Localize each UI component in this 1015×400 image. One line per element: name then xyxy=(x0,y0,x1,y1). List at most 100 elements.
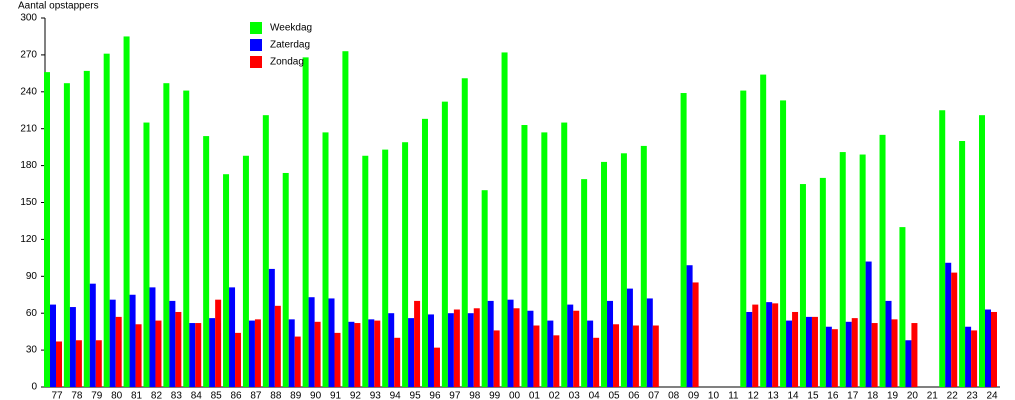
bar xyxy=(262,115,269,388)
x-tick-label: 13 xyxy=(768,391,780,400)
bar xyxy=(805,316,812,387)
x-tick-label: 00 xyxy=(509,391,521,400)
x-tick-label: 80 xyxy=(111,391,123,400)
bar xyxy=(939,110,946,387)
bar xyxy=(839,152,846,387)
x-tick-label: 84 xyxy=(191,391,203,400)
bar xyxy=(851,318,858,387)
x-tick-label: 02 xyxy=(549,391,561,400)
bar xyxy=(971,330,978,387)
bar xyxy=(433,347,440,387)
bar xyxy=(427,314,434,387)
y-tick-label: 240 xyxy=(20,86,37,97)
bar xyxy=(143,122,150,388)
legend-swatch xyxy=(250,56,262,68)
x-tick-label: 10 xyxy=(708,391,720,400)
bar xyxy=(760,74,767,387)
bar xyxy=(123,36,130,387)
x-tick-label: 08 xyxy=(668,391,680,400)
bar xyxy=(129,294,136,387)
bar xyxy=(686,265,693,387)
bar xyxy=(322,132,329,387)
x-tick-label: 18 xyxy=(867,391,879,400)
x-tick-label: 77 xyxy=(51,391,63,400)
bar xyxy=(991,311,997,387)
bar xyxy=(402,142,409,387)
bar xyxy=(593,337,600,387)
bar xyxy=(175,311,182,387)
bar xyxy=(421,118,428,388)
bar xyxy=(229,287,236,387)
x-tick-label: 79 xyxy=(91,391,103,400)
bar xyxy=(680,93,687,387)
bar xyxy=(163,83,170,387)
bar xyxy=(354,323,361,387)
x-tick-label: 85 xyxy=(211,391,223,400)
x-tick-label: 14 xyxy=(788,391,800,400)
bar xyxy=(441,101,448,387)
x-tick-label: 19 xyxy=(887,391,899,400)
bar xyxy=(368,319,375,387)
bar xyxy=(527,310,534,387)
x-tick-label: 87 xyxy=(250,391,262,400)
bar xyxy=(501,52,508,387)
bar xyxy=(274,305,281,387)
x-tick-label: 99 xyxy=(489,391,501,400)
bar xyxy=(155,320,162,387)
bar xyxy=(195,323,202,387)
bar xyxy=(792,311,799,387)
bar xyxy=(879,134,886,387)
bar xyxy=(965,326,972,387)
x-tick-label: 20 xyxy=(907,391,919,400)
bar xyxy=(481,190,488,387)
x-tick-label: 86 xyxy=(230,391,242,400)
x-tick-label: 15 xyxy=(807,391,819,400)
bar xyxy=(521,125,528,387)
bar xyxy=(254,319,261,387)
y-tick-label: 210 xyxy=(20,123,37,134)
bar xyxy=(95,340,102,387)
bar xyxy=(899,227,906,387)
bar xyxy=(268,268,275,387)
bar xyxy=(752,304,759,387)
bar xyxy=(109,299,116,387)
x-tick-label: 83 xyxy=(171,391,183,400)
x-tick-label: 92 xyxy=(350,391,362,400)
x-tick-label: 78 xyxy=(71,391,83,400)
bar xyxy=(581,179,588,387)
bar xyxy=(374,320,381,387)
bar xyxy=(799,184,806,387)
x-tick-label: 96 xyxy=(429,391,441,400)
legend-swatch xyxy=(250,22,262,34)
bar xyxy=(242,155,249,387)
bar xyxy=(203,136,210,387)
bar xyxy=(493,330,500,387)
bar xyxy=(348,321,355,387)
bar xyxy=(587,320,594,387)
bar xyxy=(819,177,826,387)
legend-swatch xyxy=(250,39,262,51)
bar xyxy=(885,300,892,387)
x-tick-label: 05 xyxy=(608,391,620,400)
x-tick-label: 88 xyxy=(270,391,282,400)
x-tick-label: 22 xyxy=(947,391,959,400)
x-tick-label: 81 xyxy=(131,391,143,400)
bar xyxy=(959,141,966,387)
bar xyxy=(50,304,56,387)
bar xyxy=(115,316,122,387)
bar xyxy=(235,332,242,387)
x-tick-label: 07 xyxy=(648,391,660,400)
bar xyxy=(646,298,653,387)
bar xyxy=(308,297,315,387)
bar xyxy=(288,319,295,387)
bar xyxy=(223,174,230,387)
x-tick-label: 24 xyxy=(986,391,998,400)
bar xyxy=(44,72,50,388)
bar xyxy=(328,298,335,387)
x-tick-label: 12 xyxy=(748,391,760,400)
x-tick-label: 89 xyxy=(290,391,302,400)
y-tick-label: 0 xyxy=(31,382,37,393)
legend-label: Weekdag xyxy=(270,23,312,34)
x-tick-label: 01 xyxy=(529,391,541,400)
